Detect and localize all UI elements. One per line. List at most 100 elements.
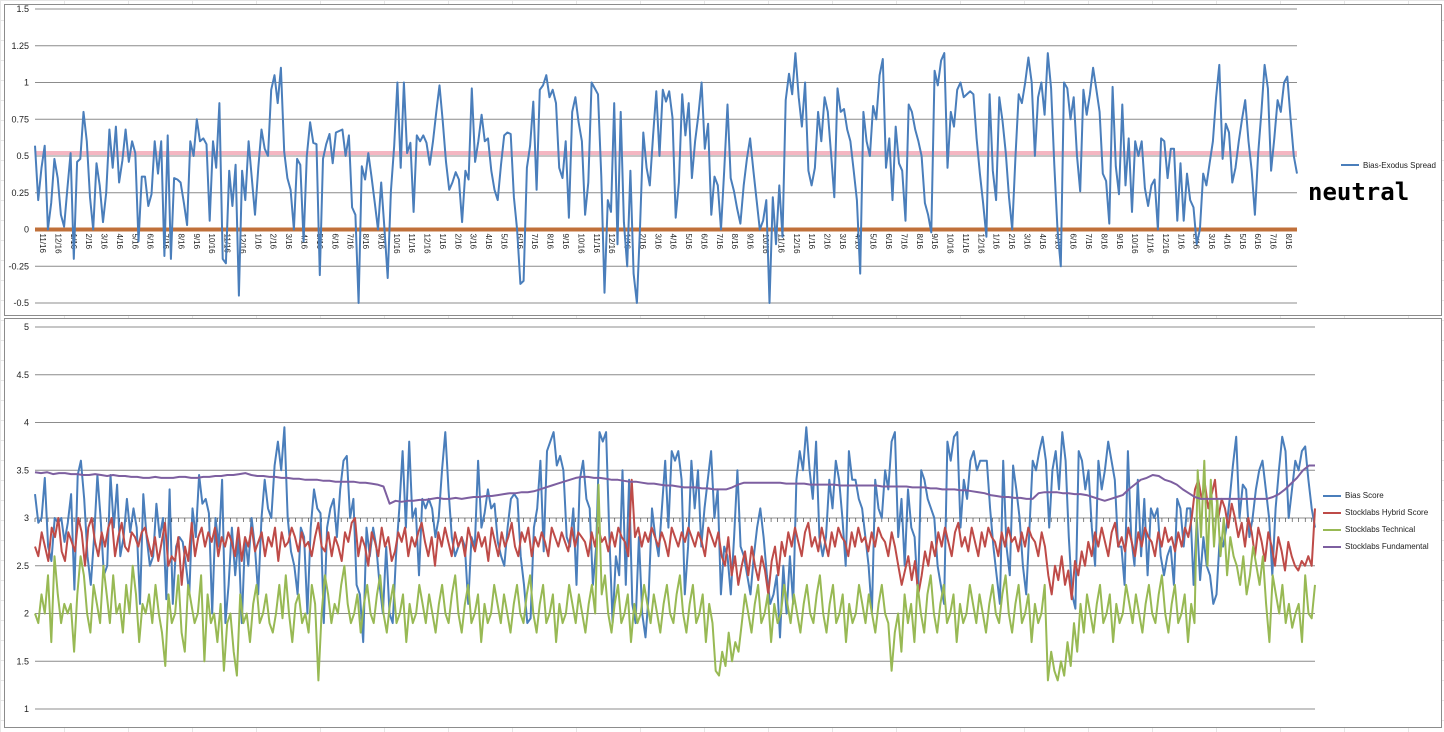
x-tick-label: 8/16 (176, 234, 185, 250)
y-tick-label: 4.5 (16, 370, 29, 380)
x-tick-label: 9/16 (192, 234, 201, 250)
series-line-stocklabs-fundamental (34, 464, 1315, 505)
y-tick-label: 0 (24, 225, 29, 235)
x-tick-label: 3/16 (653, 234, 662, 250)
x-tick-label: 12/16 (976, 234, 985, 255)
legend-label: Stocklabs Hybrid Score (1345, 508, 1429, 517)
x-tick-label: 3/16 (1207, 234, 1216, 250)
x-tick-label: 2/16 (84, 234, 93, 250)
x-tick-label: 11/16 (592, 234, 601, 254)
x-tick-label: 3/16 (1022, 234, 1031, 250)
x-tick-label: 12/16 (607, 234, 616, 255)
x-tick-label: 10/16 (576, 234, 585, 255)
x-tick-label: 8/16 (730, 234, 739, 250)
x-tick-label: 12/16 (1161, 234, 1170, 255)
legend-item: Stocklabs Technical (1323, 521, 1429, 538)
x-tick-label: 7/16 (715, 234, 724, 250)
x-tick-label: 11/16 (38, 234, 47, 254)
x-tick-label: 4/16 (669, 234, 678, 250)
legend-swatch (1323, 528, 1341, 531)
x-tick-label: 3/16 (100, 234, 109, 250)
legend-swatch (1341, 164, 1359, 166)
x-tick-label: 12/16 (53, 234, 62, 255)
series-line-bias-exodus-spread (34, 52, 1298, 304)
x-tick-label: 12/16 (423, 234, 432, 255)
x-tick-label: 7/16 (1269, 234, 1278, 250)
x-tick-label: 9/16 (376, 234, 385, 250)
series-line-bias-score (34, 426, 1316, 644)
x-tick-label: 8/16 (1099, 234, 1108, 250)
x-tick-label: 10/16 (1130, 234, 1139, 255)
x-tick-label: 6/16 (146, 234, 155, 250)
x-tick-label: 2/16 (638, 234, 647, 250)
bias-score-comparison-chart[interactable]: 1 1.5 2 2.5 3 3.5 4 4.5 5 Bias Score Stocklabs Hy… (4, 318, 1442, 728)
x-tick-label: 3/16 (469, 234, 478, 250)
x-tick-label: 9/16 (561, 234, 570, 250)
y-tick-label: 1.25 (11, 41, 29, 51)
chart-legend: Bias Score Stocklabs Hybrid Score Stocklab… (1323, 487, 1429, 555)
y-tick-label: 3 (24, 513, 29, 523)
legend-item: Bias-Exodus Spread (1341, 157, 1436, 173)
series-line-stocklabs-technical (34, 459, 1316, 682)
x-tick-label: 5/16 (130, 234, 139, 250)
bias-exodus-spread-chart[interactable]: -0.5 -0.25 0 0.25 0.5 0.75 1 1.25 1.5 11/16 12/16 1… (4, 4, 1442, 316)
x-tick-label: 1/16 (807, 234, 816, 250)
x-tick-label: 6/16 (1069, 234, 1078, 250)
x-tick-label: 1/16 (1176, 234, 1185, 250)
x-tick-label: 12/16 (238, 234, 247, 255)
legend-label: Stocklabs Fundamental (1345, 542, 1429, 551)
chart-legend: Bias-Exodus Spread (1341, 157, 1436, 173)
x-tick-label: 4/16 (1222, 234, 1231, 250)
legend-label: Bias-Exodus Spread (1363, 160, 1436, 170)
x-tick-label: 5/16 (684, 234, 693, 250)
legend-swatch (1323, 511, 1341, 514)
x-tick-label: 7/16 (1084, 234, 1093, 250)
x-tick-label: 8/16 (361, 234, 370, 250)
x-tick-label: 9/16 (930, 234, 939, 250)
x-tick-label: 10/16 (946, 234, 955, 255)
x-tick-label: 8/16 (915, 234, 924, 250)
legend-item: Stocklabs Hybrid Score (1323, 504, 1429, 521)
y-tick-label: 0.5 (16, 151, 29, 161)
x-tick-label: 2/16 (269, 234, 278, 250)
y-tick-label: 3.5 (16, 465, 29, 475)
x-tick-label: 6/16 (699, 234, 708, 250)
x-tick-label: 3/16 (284, 234, 293, 250)
x-tick-label: 4/16 (115, 234, 124, 250)
y-tick-label: 1.5 (16, 656, 29, 666)
x-tick-label: 5/16 (499, 234, 508, 250)
x-tick-label: 1/16 (253, 234, 262, 250)
x-tick-label: 11/16 (961, 234, 970, 254)
x-tick-label: 9/16 (746, 234, 755, 250)
x-tick-label: 3/16 (838, 234, 847, 250)
x-tick-label: 8/16 (546, 234, 555, 250)
x-tick-label: 11/16 (407, 234, 416, 254)
y-tick-label: 1 (24, 78, 29, 88)
legend-label: Bias Score (1345, 491, 1384, 500)
x-tick-label: 5/16 (1238, 234, 1247, 250)
legend-item: Stocklabs Fundamental (1323, 538, 1429, 555)
y-tick-label: 2.5 (16, 561, 29, 571)
y-tick-label: 4 (24, 418, 29, 428)
legend-swatch (1323, 494, 1341, 497)
x-tick-label: 10/16 (392, 234, 401, 255)
y-tick-label: 1 (24, 704, 29, 714)
y-tick-label: -0.25 (8, 261, 29, 271)
y-tick-label: 1.5 (16, 5, 29, 14)
x-tick-label: 1/16 (438, 234, 447, 250)
y-tick-label: 0.25 (11, 188, 29, 198)
y-tick-label: 2 (24, 609, 29, 619)
legend-item: Bias Score (1323, 487, 1429, 504)
x-tick-label: 7/16 (899, 234, 908, 250)
series-line-stocklabs-hybrid-score (34, 478, 1316, 601)
x-tick-label: 10/16 (207, 234, 216, 255)
x-tick-label: 2/16 (453, 234, 462, 250)
x-tick-label: 2/16 (1007, 234, 1016, 250)
x-tick-label: 5/16 (869, 234, 878, 250)
x-tick-label: 7/16 (530, 234, 539, 250)
x-tick-label: 7/16 (346, 234, 355, 250)
legend-label: Stocklabs Technical (1345, 525, 1416, 534)
x-tick-label: 6/16 (884, 234, 893, 250)
x-tick-label: 11/16 (1146, 234, 1155, 254)
y-tick-label: 0.75 (11, 114, 29, 124)
